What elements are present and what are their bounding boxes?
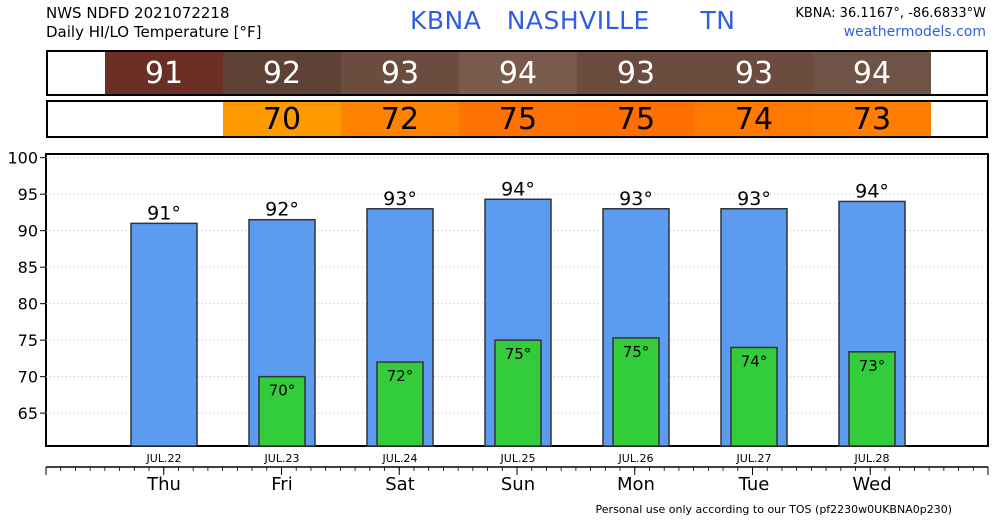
hi-bar-label-1: 91° [147,202,181,224]
lo-bar-label-6: 74° [741,352,768,370]
lo-bar-4 [494,339,542,447]
date-label-6: JUL.27 [736,452,772,465]
hi-strip-cell-1: 91 [105,52,223,94]
hi-strip-cell-6: 93 [695,52,813,94]
lo-bar-7 [848,351,896,447]
lo-strip-cell-6: 74 [695,102,813,137]
hi-bar-label-2: 92° [265,199,299,221]
lo-bar-label-5: 75° [623,343,650,361]
y-tick-label-70: 70 [18,368,38,387]
hi-bar-label-5: 93° [619,188,653,210]
station-state: TN [700,6,736,35]
y-tick-label-90: 90 [18,222,38,241]
date-label-1: JUL.22 [146,452,182,465]
lo-bar-label-4: 75° [505,345,532,363]
lo-bar-2 [258,375,306,447]
low-temp-strip: 70 72 75 75 74 73 [46,100,988,138]
lo-strip-cell-2: 70 [223,102,341,137]
lo-bar-label-2: 70° [269,382,296,400]
high-temp-strip: 91 92 93 94 93 93 94 [46,50,988,96]
lo-bar-5 [612,337,660,447]
lo-strip-cell-7: 73 [813,102,931,137]
y-tick-label-75: 75 [18,331,38,350]
site-link[interactable]: weathermodels.com [843,24,986,40]
y-tick-label-65: 65 [18,404,38,423]
model-run-label: NWS NDFD 2021072218 [46,4,230,22]
hi-bar-label-4: 94° [501,178,535,200]
lo-bar-label-3: 72° [387,367,414,385]
hi-bar-label-6: 93° [737,188,771,210]
header-info: NWS NDFD 2021072218 Daily HI/LO Temperat… [46,4,262,42]
station-id: KBNA [410,6,482,35]
hi-strip-cell-2: 92 [223,52,341,94]
date-label-4: JUL.25 [500,452,536,465]
hi-strip-cell-7: 94 [813,52,931,94]
hi-bar-1 [130,222,198,447]
y-tick-label-100: 100 [7,149,38,168]
date-label-2: JUL.23 [264,452,300,465]
y-tick-label-85: 85 [18,258,38,277]
day-label-3: Sat [385,474,415,495]
lo-bar-6 [730,346,778,447]
day-label-7: Wed [852,474,891,495]
temperature-bar-chart: 65 70 75 80 85 90 95 100 91° JUL.22 Thu 92° 70° JUL.2… [7,149,989,495]
lo-strip-cell-5: 75 [577,102,695,137]
footer-disclaimer: Personal use only according to our TOS (… [595,503,952,516]
product-label: Daily HI/LO Temperature [°F] [46,23,262,41]
hi-strip-cell-5: 93 [577,52,695,94]
day-label-4: Sun [501,474,535,495]
hi-strip-cell-4: 94 [459,52,577,94]
y-tick-label-95: 95 [18,185,38,204]
day-label-6: Tue [738,474,770,495]
lo-strip-cell-4: 75 [459,102,577,137]
date-label-5: JUL.26 [618,452,654,465]
hi-strip-cell-3: 93 [341,52,459,94]
day-label-2: Fri [271,474,292,495]
day-label-5: Mon [617,474,655,495]
date-label-7: JUL.28 [854,452,890,465]
station-coords: KBNA: 36.1167°, -86.6833°W [795,6,986,21]
lo-bar-3 [376,361,424,447]
date-label-3: JUL.24 [382,452,418,465]
station-title: KBNA NASHVILLE TN [410,6,735,35]
lo-strip-cell-3: 72 [341,102,459,137]
header-right: KBNA: 36.1167°, -86.6833°W weathermodels… [795,4,986,42]
lo-strip-cell-1 [105,102,223,136]
lo-bar-label-7: 73° [859,357,886,375]
day-label-1: Thu [146,474,181,495]
hi-bar-label-7: 94° [855,180,889,202]
station-city: NASHVILLE [506,6,650,35]
hi-bar-label-3: 93° [383,188,417,210]
y-tick-label-80: 80 [18,295,38,314]
